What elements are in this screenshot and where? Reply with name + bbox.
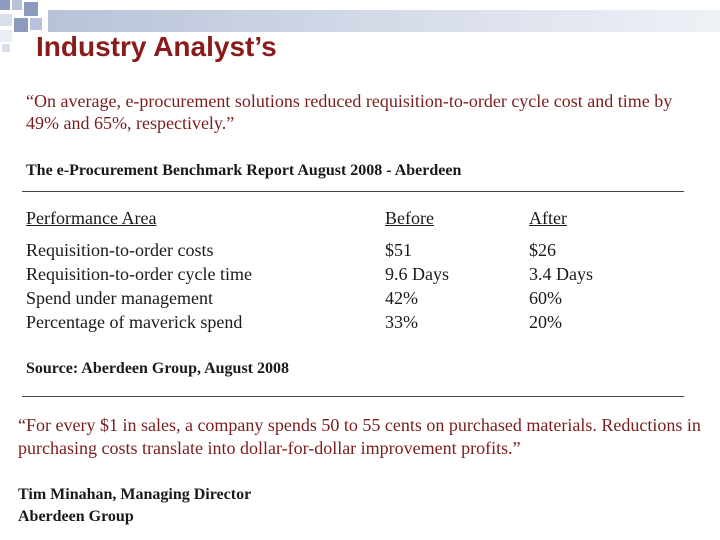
decor-square xyxy=(30,18,42,30)
table-cell: Spend under management xyxy=(26,288,213,308)
table-cell: 20% xyxy=(529,312,562,332)
top-divider xyxy=(22,191,684,192)
decor-square xyxy=(2,44,10,52)
table-cell: 33% xyxy=(385,312,418,332)
bottom-divider xyxy=(22,396,684,397)
primary-quote: “On average, e-procurement solutions red… xyxy=(26,91,673,133)
table-cell: Requisition-to-order cycle time xyxy=(26,264,252,284)
table-cell: $26 xyxy=(529,240,556,260)
slide-title: Industry Analyst’s xyxy=(36,31,277,62)
column-performance-area: Requisition-to-order costs Requisition-t… xyxy=(26,238,252,334)
attribution-organization: Aberdeen Group xyxy=(18,508,134,525)
decor-square xyxy=(0,14,12,26)
table-cell: $51 xyxy=(385,240,412,260)
header-performance-area: Performance Area xyxy=(26,208,157,228)
title-accent-bar xyxy=(48,10,720,32)
source-note: Source: Aberdeen Group, August 2008 xyxy=(26,360,289,377)
table-cell: Percentage of maverick spend xyxy=(26,312,243,332)
decor-square xyxy=(24,2,38,16)
table-cell: 9.6 Days xyxy=(385,264,449,284)
table-cell: Requisition-to-order costs xyxy=(26,240,214,260)
decor-square xyxy=(0,0,10,10)
decor-square xyxy=(14,18,28,32)
table-cell: 42% xyxy=(385,288,418,308)
quote-attribution: Tim Minahan, Managing Director Aberdeen … xyxy=(18,484,251,528)
attribution-name: Tim Minahan, Managing Director xyxy=(18,486,252,503)
report-reference: The e-Procurement Benchmark Report Augus… xyxy=(26,162,462,179)
decor-square xyxy=(12,0,22,10)
table-cell: 60% xyxy=(529,288,562,308)
decor-square xyxy=(0,30,12,42)
column-after: $26 3.4 Days 60% 20% xyxy=(529,238,593,334)
header-after: After xyxy=(529,208,567,228)
header-before: Before xyxy=(385,208,434,228)
column-before: $51 9.6 Days 42% 33% xyxy=(385,238,449,334)
table-cell: 3.4 Days xyxy=(529,264,593,284)
secondary-quote: “For every $1 in sales, a company spends… xyxy=(18,415,701,458)
